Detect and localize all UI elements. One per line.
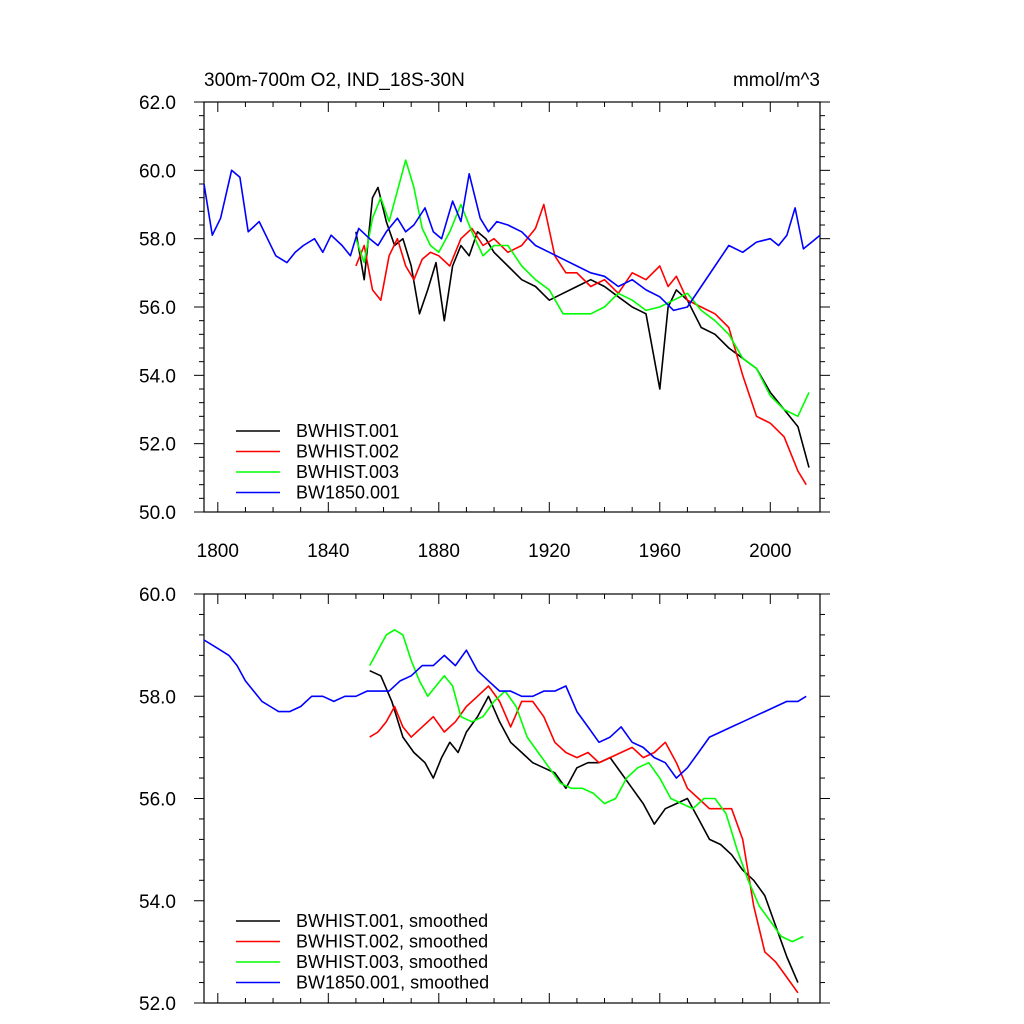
bottom-panel: 52.0 54.0 56.0 58.0 60.0 BWHIST.001, smoothed… — [139, 585, 830, 1015]
y-tick-label: 52.0 — [139, 435, 176, 456]
series-line — [203, 169, 821, 312]
series-line — [368, 628, 804, 943]
y-tick-label: 52.0 — [139, 994, 176, 1015]
series-line — [369, 669, 799, 983]
y-tick-label: 60.0 — [139, 585, 176, 606]
top-panel: 1800 1840 1880 1920 1960 2000 50.0 52.0 54.0 56.0… — [139, 70, 830, 562]
y-tick-label: 60.0 — [139, 161, 176, 182]
legend-label: BWHIST.003 — [296, 462, 399, 482]
x-tick-label: 1960 — [639, 541, 681, 562]
x-tick-label: 2000 — [749, 541, 791, 562]
legend-label: BWHIST.001 — [296, 421, 399, 441]
x-tick-label: 1800 — [197, 541, 239, 562]
x-tick-label: 1920 — [528, 541, 570, 562]
chart-title: 300m-700m O2, IND_18S-30N — [204, 70, 465, 91]
y-tick-label: 56.0 — [139, 298, 176, 319]
units-label: mmol/m^3 — [733, 70, 820, 91]
series-line — [355, 203, 807, 486]
series-line — [355, 186, 810, 468]
legend-label: BWHIST.002 — [296, 442, 399, 462]
y-tick-label: 54.0 — [139, 892, 176, 913]
y-tick-label: 56.0 — [139, 790, 176, 811]
legend-label: BWHIST.001, smoothed — [296, 911, 488, 931]
x-tick-label: 1840 — [307, 541, 349, 562]
x-tick-label: 1880 — [418, 541, 460, 562]
legend-label: BW1850.001 — [296, 483, 400, 503]
legend-label: BWHIST.002, smoothed — [296, 932, 488, 952]
y-tick-label: 58.0 — [139, 230, 176, 251]
legend-label: BW1850.001, smoothed — [296, 973, 489, 993]
series-line — [355, 159, 810, 418]
y-tick-label: 54.0 — [139, 366, 176, 387]
series-line — [203, 639, 807, 779]
legend-label: BWHIST.003, smoothed — [296, 952, 488, 972]
y-tick-label: 62.0 — [139, 93, 176, 114]
y-tick-label: 58.0 — [139, 687, 176, 708]
series-line — [369, 685, 799, 994]
y-tick-label: 50.0 — [139, 503, 176, 524]
